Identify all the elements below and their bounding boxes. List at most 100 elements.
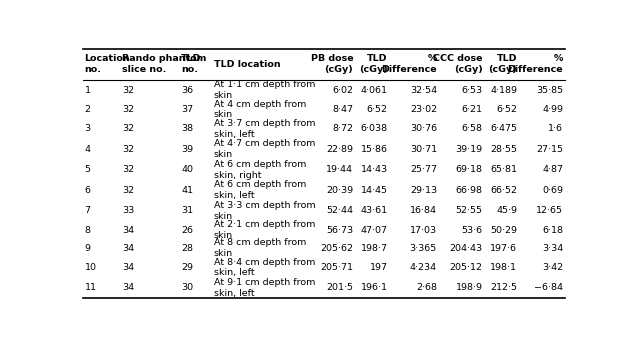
Text: 34: 34 — [123, 244, 135, 253]
Text: At 3·7 cm depth from
skin, left: At 3·7 cm depth from skin, left — [213, 119, 315, 139]
Text: 12·65: 12·65 — [536, 206, 563, 215]
Text: 32: 32 — [123, 105, 135, 114]
Text: At 1·1 cm depth from
skin: At 1·1 cm depth from skin — [213, 81, 315, 100]
Text: 34: 34 — [123, 226, 135, 235]
Text: TLD
no.: TLD no. — [181, 54, 202, 74]
Text: 201·5: 201·5 — [326, 283, 353, 293]
Text: At 2·1 cm depth from
skin: At 2·1 cm depth from skin — [213, 220, 315, 240]
Text: 6: 6 — [84, 186, 91, 195]
Text: 20·39: 20·39 — [326, 186, 353, 195]
Text: CCC dose
(cGy): CCC dose (cGy) — [433, 54, 482, 74]
Text: 8·72: 8·72 — [332, 124, 353, 133]
Text: 4·99: 4·99 — [542, 105, 563, 114]
Text: 10: 10 — [84, 263, 96, 272]
Text: 3·42: 3·42 — [542, 263, 563, 272]
Text: 30: 30 — [181, 283, 193, 293]
Text: 1·6: 1·6 — [548, 124, 563, 133]
Text: 196·1: 196·1 — [361, 283, 388, 293]
Text: At 6 cm depth from
skin, right: At 6 cm depth from skin, right — [213, 160, 306, 180]
Text: 22·89: 22·89 — [326, 145, 353, 154]
Text: 34: 34 — [123, 263, 135, 272]
Text: 3·365: 3·365 — [409, 244, 437, 253]
Text: 2·68: 2·68 — [416, 283, 437, 293]
Text: 37: 37 — [181, 105, 193, 114]
Text: 14·43: 14·43 — [360, 165, 388, 174]
Text: 69·18: 69·18 — [456, 165, 482, 174]
Text: 29: 29 — [181, 263, 193, 272]
Text: 30·76: 30·76 — [410, 124, 437, 133]
Text: 32: 32 — [123, 145, 135, 154]
Text: 16·84: 16·84 — [410, 206, 437, 215]
Text: 52·44: 52·44 — [326, 206, 353, 215]
Text: 14·45: 14·45 — [361, 186, 388, 195]
Text: At 6 cm depth from
skin, left: At 6 cm depth from skin, left — [213, 180, 306, 200]
Text: −6·84: −6·84 — [534, 283, 563, 293]
Text: 9: 9 — [84, 244, 91, 253]
Text: 6·52: 6·52 — [367, 105, 388, 114]
Text: 6·53: 6·53 — [462, 86, 482, 95]
Text: 8·47: 8·47 — [332, 105, 353, 114]
Text: 6·02: 6·02 — [332, 86, 353, 95]
Text: 212·5: 212·5 — [491, 283, 518, 293]
Text: 53·6: 53·6 — [462, 226, 482, 235]
Text: 23·02: 23·02 — [410, 105, 437, 114]
Text: 197·6: 197·6 — [491, 244, 518, 253]
Text: 4: 4 — [84, 145, 91, 154]
Text: 40: 40 — [181, 165, 193, 174]
Text: 36: 36 — [181, 86, 193, 95]
Text: At 4 cm depth from
skin: At 4 cm depth from skin — [213, 100, 306, 119]
Text: 50·29: 50·29 — [491, 226, 518, 235]
Text: Location
no.: Location no. — [84, 54, 130, 74]
Text: 8: 8 — [84, 226, 91, 235]
Text: 45·9: 45·9 — [496, 206, 518, 215]
Text: 7: 7 — [84, 206, 91, 215]
Text: 4·87: 4·87 — [542, 165, 563, 174]
Text: 3·34: 3·34 — [542, 244, 563, 253]
Text: 65·81: 65·81 — [491, 165, 518, 174]
Text: 28·55: 28·55 — [491, 145, 518, 154]
Text: 19·44: 19·44 — [326, 165, 353, 174]
Text: 0·69: 0·69 — [542, 186, 563, 195]
Text: 17·03: 17·03 — [410, 226, 437, 235]
Text: 6·58: 6·58 — [462, 124, 482, 133]
Text: 32: 32 — [123, 165, 135, 174]
Text: 32·54: 32·54 — [410, 86, 437, 95]
Text: 6·21: 6·21 — [462, 105, 482, 114]
Text: 204·43: 204·43 — [450, 244, 482, 253]
Text: 205·12: 205·12 — [450, 263, 482, 272]
Text: 6·475: 6·475 — [491, 124, 518, 133]
Text: 198·1: 198·1 — [491, 263, 518, 272]
Text: 197: 197 — [370, 263, 388, 272]
Text: 66·52: 66·52 — [491, 186, 518, 195]
Text: 38: 38 — [181, 124, 193, 133]
Text: 29·13: 29·13 — [410, 186, 437, 195]
Text: 39·19: 39·19 — [455, 145, 482, 154]
Text: 32: 32 — [123, 186, 135, 195]
Text: PB dose
(cGy): PB dose (cGy) — [311, 54, 353, 74]
Text: 27·15: 27·15 — [536, 145, 563, 154]
Text: 43·61: 43·61 — [360, 206, 388, 215]
Text: TLD
(cGy): TLD (cGy) — [359, 54, 388, 74]
Text: 205·71: 205·71 — [320, 263, 353, 272]
Text: 2: 2 — [84, 105, 91, 114]
Text: 28: 28 — [181, 244, 193, 253]
Text: 34: 34 — [123, 283, 135, 293]
Text: %
Difference: % Difference — [508, 54, 563, 74]
Text: At 3·3 cm depth from
skin: At 3·3 cm depth from skin — [213, 201, 315, 221]
Text: 4·234: 4·234 — [410, 263, 437, 272]
Text: 1: 1 — [84, 86, 91, 95]
Text: 6·52: 6·52 — [496, 105, 518, 114]
Text: 32: 32 — [123, 86, 135, 95]
Text: 11: 11 — [84, 283, 96, 293]
Text: 205·62: 205·62 — [320, 244, 353, 253]
Text: 47·07: 47·07 — [361, 226, 388, 235]
Text: At 9·1 cm depth from
skin, left: At 9·1 cm depth from skin, left — [213, 278, 315, 298]
Text: 26: 26 — [181, 226, 193, 235]
Text: 39: 39 — [181, 145, 193, 154]
Text: 198·9: 198·9 — [456, 283, 482, 293]
Text: 198·7: 198·7 — [361, 244, 388, 253]
Text: 35·85: 35·85 — [536, 86, 563, 95]
Text: At 8·4 cm depth from
skin, left: At 8·4 cm depth from skin, left — [213, 258, 315, 277]
Text: 30·71: 30·71 — [410, 145, 437, 154]
Text: 5: 5 — [84, 165, 91, 174]
